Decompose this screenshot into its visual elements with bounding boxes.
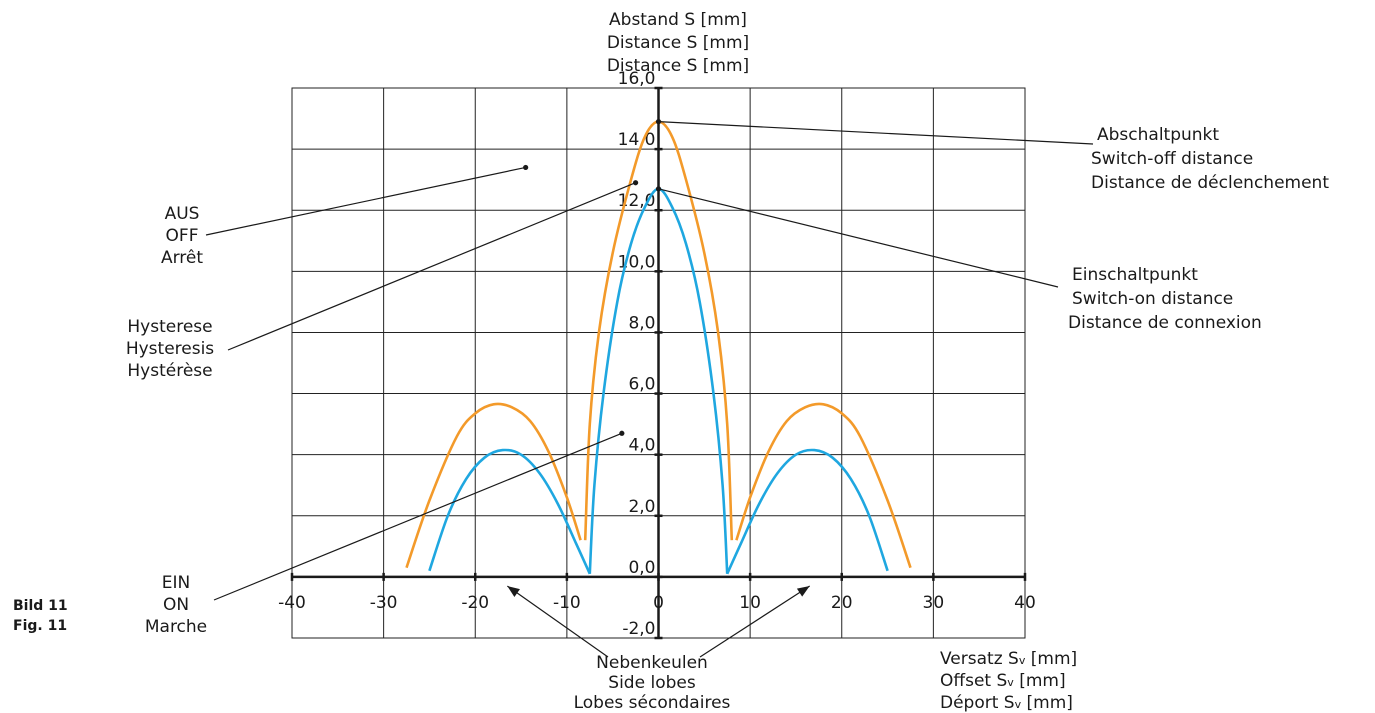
annotation-text: Abschaltpunkt	[1097, 125, 1219, 145]
y-tick-label: 4,0	[628, 436, 655, 456]
y-tick-label: 8,0	[628, 313, 655, 333]
y-axis-title-line: Abstand S [mm]	[609, 10, 747, 30]
y-axis-title: Abstand S [mm] Distance S [mm] Distance …	[607, 10, 749, 76]
side-lobe-arrow-line	[506, 585, 609, 658]
annotation-text: Arrêt	[161, 248, 203, 268]
off-dot	[523, 164, 529, 171]
x-tick-labels: -40 -30 -20 -10 0 10 20 30 40	[278, 572, 1036, 613]
annotation-on: EIN ON Marche	[145, 573, 207, 637]
x-tick-label: 30	[923, 593, 945, 613]
y-tick-labels: -2,00,02,04,06,08,010,012,014,016,0	[618, 69, 663, 640]
y-tick-label: 14,0	[618, 130, 656, 150]
annotation-text: Switch-on distance	[1072, 289, 1233, 309]
side-lobe-arrow-line	[699, 585, 811, 658]
figure-label-line: Fig. 11	[13, 618, 67, 634]
x-axis-title-line: Versatz Sv [mm]	[940, 649, 1077, 669]
off-leader	[205, 166, 526, 236]
y-axis-title-line: Distance S [mm]	[607, 33, 749, 53]
annotation-text: Lobes sécondaires	[574, 693, 731, 713]
x-tick-label: -20	[461, 593, 489, 613]
x-tick-label: 0	[653, 593, 664, 613]
y-tick-label: -2,0	[622, 619, 655, 639]
on-dot	[619, 430, 625, 436]
y-tick-label: 16,0	[618, 69, 656, 89]
on-leader	[213, 432, 623, 601]
switch-off-curve	[735, 402, 912, 569]
annotation-text: Side lobes	[608, 673, 696, 693]
x-axis-title-line: Offset Sv [mm]	[940, 671, 1066, 691]
y-tick-label: 0,0	[628, 558, 655, 578]
annotation-off: AUS OFF Arrêt	[161, 204, 203, 268]
side-lobe-arrow-head	[796, 586, 810, 597]
switch-off-leader	[658, 121, 1094, 145]
x-tick-label: -10	[553, 593, 581, 613]
switch-on-curve	[726, 448, 889, 575]
switch-on-dot	[655, 186, 662, 192]
annotation-text: Switch-off distance	[1091, 149, 1253, 169]
annotation-side-lobes: Nebenkeulen Side lobes Lobes sécondaires	[574, 653, 731, 713]
annotation-text: OFF	[166, 226, 199, 246]
y-tick-label: 6,0	[628, 375, 655, 395]
x-tick-label: -30	[370, 593, 398, 613]
figure-label: Bild 11 Fig. 11	[13, 598, 68, 634]
annotation-text: Einschaltpunkt	[1072, 265, 1198, 285]
annotation-text: AUS	[165, 204, 200, 224]
x-axis-title-line: Déport Sv [mm]	[940, 693, 1073, 713]
switch-on-curve	[428, 448, 591, 575]
figure-label-line: Bild 11	[13, 598, 68, 614]
hysteresis-leader	[227, 182, 636, 351]
axes	[292, 88, 1025, 638]
switch-off-dot	[655, 119, 662, 125]
y-axis-title-line: Distance S [mm]	[607, 56, 749, 76]
x-axis-title: Versatz Sv [mm] Offset Sv [mm] Déport Sv…	[940, 649, 1077, 713]
x-tick-label: -40	[278, 593, 306, 613]
annotation-text: Hysteresis	[126, 339, 214, 359]
annotation-leaders	[205, 119, 1094, 658]
x-tick-label: 10	[739, 593, 761, 613]
annotation-text: Distance de connexion	[1068, 313, 1262, 333]
annotation-switch-off: Abschaltpunkt Switch-off distance Distan…	[1091, 125, 1329, 193]
annotation-text: Marche	[145, 617, 207, 637]
annotation-text: Hystérèse	[127, 361, 212, 381]
annotation-text: EIN	[162, 573, 190, 593]
x-tick-label: 20	[831, 593, 853, 613]
annotation-text: Nebenkeulen	[596, 653, 708, 673]
side-lobe-arrow-head	[507, 586, 520, 597]
switch-off-curve	[405, 402, 582, 569]
annotation-text: Hysterese	[127, 317, 212, 337]
hysteresis-dot	[632, 180, 639, 186]
annotation-switch-on: Einschaltpunkt Switch-on distance Distan…	[1068, 265, 1262, 333]
annotation-text: ON	[163, 595, 189, 615]
annotation-text: Distance de déclenchement	[1091, 173, 1329, 193]
y-tick-label: 2,0	[628, 497, 655, 517]
x-tick-label: 40	[1014, 593, 1036, 613]
annotation-hysteresis: Hysterese Hysteresis Hystérèse	[126, 317, 214, 381]
switch-on-leader	[658, 188, 1059, 288]
